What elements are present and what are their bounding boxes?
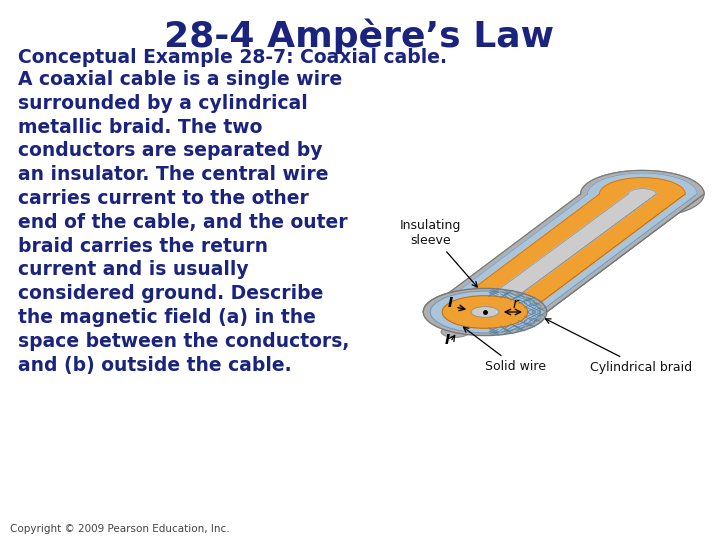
Ellipse shape [600,178,685,211]
Ellipse shape [471,307,499,318]
Text: 28-4 Ampère’s Law: 28-4 Ampère’s Law [163,18,554,53]
Polygon shape [441,188,657,332]
Text: r: r [512,297,518,311]
Ellipse shape [588,173,697,215]
Polygon shape [442,178,685,312]
Text: I: I [445,333,450,347]
Ellipse shape [580,171,704,218]
Ellipse shape [613,175,688,197]
Ellipse shape [431,291,540,333]
Ellipse shape [423,288,546,335]
Text: Copyright © 2009 Pearson Education, Inc.: Copyright © 2009 Pearson Education, Inc. [10,524,230,534]
Polygon shape [467,187,661,312]
Text: Cylindrical braid: Cylindrical braid [546,319,692,374]
Polygon shape [423,171,704,312]
Text: A coaxial cable is a single wire
surrounded by a cylindrical
metallic braid. The: A coaxial cable is a single wire surroun… [18,70,349,375]
Text: Solid wire: Solid wire [464,327,546,373]
Ellipse shape [442,296,528,328]
Text: I: I [448,296,453,310]
Text: Conceptual Example 28-7: Coaxial cable.: Conceptual Example 28-7: Coaxial cable. [18,48,447,67]
Text: Insulating
sleeve: Insulating sleeve [400,219,477,287]
Polygon shape [431,173,697,312]
Ellipse shape [441,327,469,338]
Ellipse shape [629,188,657,199]
